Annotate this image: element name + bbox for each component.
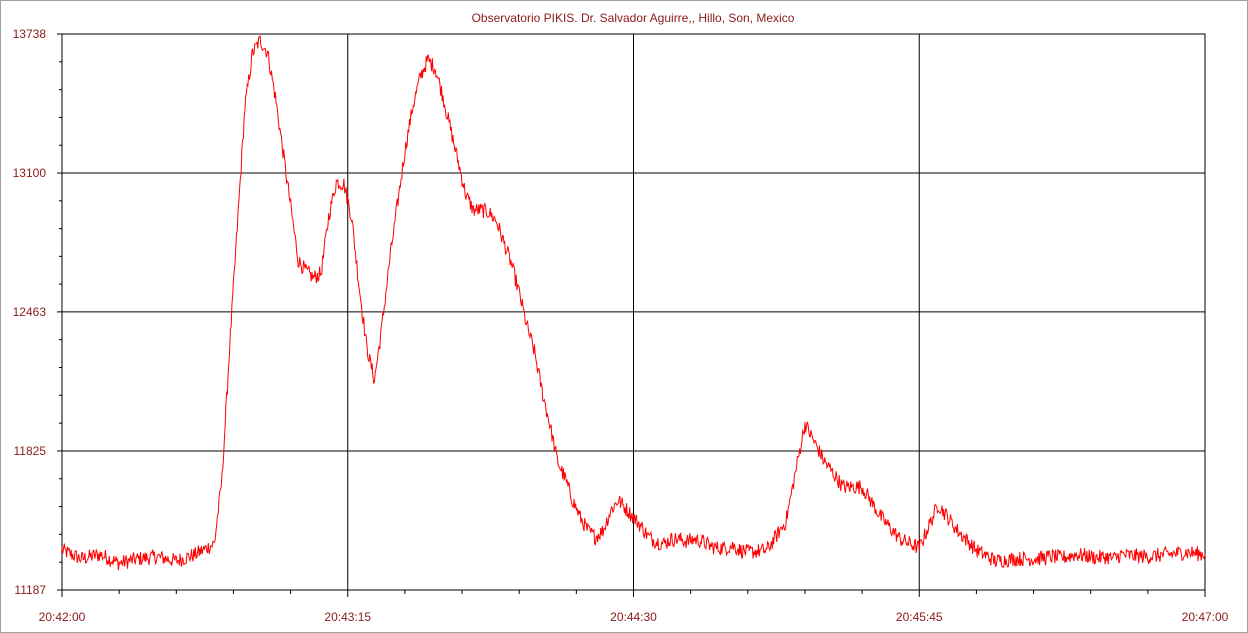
y-tick-label: 13738 [13, 27, 47, 41]
y-tick-label: 13100 [13, 166, 47, 180]
x-tick-label: 20:45:45 [896, 610, 943, 624]
x-tick-label: 20:47:00 [1182, 610, 1229, 624]
y-tick-label: 11825 [14, 444, 47, 458]
x-tick-label: 20:42:00 [39, 610, 86, 624]
x-tick-label: 20:44:30 [610, 610, 657, 624]
y-tick-label: 12463 [13, 305, 47, 319]
series-line [61, 35, 1206, 571]
y-axis: 11187 11825 12463 13100 13738 [13, 27, 62, 597]
x-axis: 20:42:00 20:43:15 20:44:30 20:45:45 20:47:00 [39, 590, 1229, 624]
x-tick-label: 20:43:15 [324, 610, 371, 624]
plot-series [61, 35, 1206, 571]
chart-title: Observatorio PIKIS. Dr. Salvador Aguirre… [472, 11, 795, 25]
grid-lines [62, 34, 1205, 590]
y-tick-label: 11187 [14, 583, 46, 597]
